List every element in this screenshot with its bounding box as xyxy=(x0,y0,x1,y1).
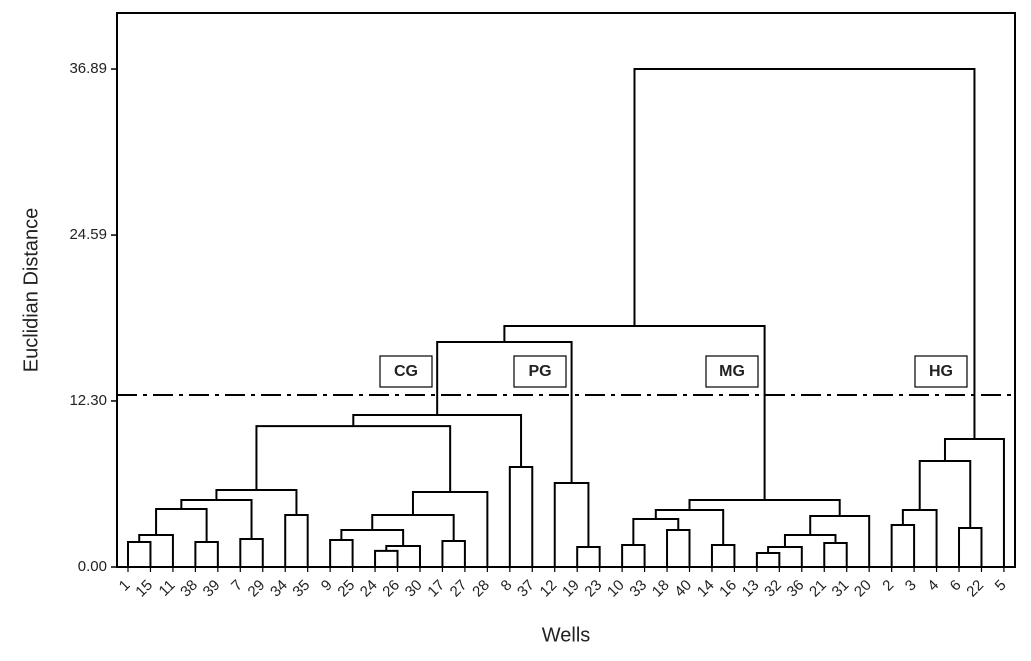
dendrogram-link xyxy=(958,526,983,567)
x-tick-label: 9 xyxy=(318,577,336,595)
y-tick-label: 24.59 xyxy=(69,226,107,243)
annotation-box xyxy=(914,355,968,388)
x-tick-label: 21 xyxy=(806,577,830,601)
x-axis-label: Wells xyxy=(542,624,591,646)
annotation-box xyxy=(513,355,567,388)
dendrogram-link xyxy=(284,514,309,567)
x-tick-label: 32 xyxy=(761,577,785,601)
x-tick-label: 34 xyxy=(267,577,291,601)
dendrogram-link xyxy=(901,509,938,567)
x-tick-label: 31 xyxy=(829,577,853,601)
x-tick-label: 3 xyxy=(902,577,920,595)
dendrogram-link xyxy=(621,543,646,567)
dendrogram-link xyxy=(710,543,736,567)
x-tick-label: 37 xyxy=(514,577,538,601)
dendrogram-link xyxy=(411,490,489,567)
dendrogram-link xyxy=(918,460,972,528)
x-tick-label: 22 xyxy=(963,577,987,601)
annotation-box xyxy=(705,355,759,388)
x-tick-label: 35 xyxy=(289,577,313,601)
dendrogram-link xyxy=(194,541,219,567)
dendrogram-link xyxy=(352,414,523,467)
x-tick-label: 2 xyxy=(879,577,897,595)
dendrogram-link xyxy=(553,482,590,567)
dendrogram-link xyxy=(503,325,766,501)
y-tick-label: 36.89 xyxy=(69,60,107,77)
x-tick-label: 17 xyxy=(424,577,448,601)
annotation: HG xyxy=(929,363,953,380)
annotation: MG xyxy=(719,363,745,380)
x-tick-label: 24 xyxy=(357,577,381,601)
annotation: PG xyxy=(528,363,551,380)
dendrogram-link xyxy=(755,551,781,567)
dendrogram-link xyxy=(633,68,976,440)
x-tick-label: 15 xyxy=(132,577,156,601)
x-tick-label: 14 xyxy=(694,577,718,601)
x-tick-label: 11 xyxy=(156,577,179,600)
dendrogram-link xyxy=(239,538,264,567)
x-tick-label: 10 xyxy=(604,577,628,601)
dendrogram-link xyxy=(783,534,837,548)
x-tick-label: 38 xyxy=(177,577,201,601)
x-tick-label: 7 xyxy=(228,577,246,595)
plot-frame xyxy=(116,12,1016,568)
dendrogram-link xyxy=(329,539,354,567)
dendrogram-link xyxy=(767,546,803,567)
x-tick-label: 33 xyxy=(626,577,650,601)
dendrogram-link xyxy=(385,544,421,567)
x-tick-label: 12 xyxy=(537,577,561,601)
x-tick-label: 19 xyxy=(559,577,583,601)
y-tick-label: 0.00 xyxy=(78,558,107,575)
x-tick-label: 20 xyxy=(851,577,875,601)
dendrogram-link xyxy=(180,499,253,540)
x-tick-label: 4 xyxy=(924,577,942,595)
dendrogram-link xyxy=(255,425,452,492)
y-axis-label: Euclidian Distance xyxy=(20,208,42,373)
x-tick-label: 39 xyxy=(200,577,224,601)
x-tick-label: 30 xyxy=(402,577,426,601)
x-tick-label: 8 xyxy=(498,577,516,595)
x-tick-label: 5 xyxy=(992,577,1010,595)
dendrogram-link xyxy=(823,541,848,567)
dendrogram-link xyxy=(576,546,601,567)
x-tick-label: 26 xyxy=(379,577,403,601)
x-tick-label: 27 xyxy=(447,577,471,601)
dendrogram-link xyxy=(371,514,455,541)
x-tick-label: 25 xyxy=(334,577,358,601)
dendrogram-link xyxy=(666,529,691,567)
annotation-box xyxy=(379,355,433,388)
dendrogram-link xyxy=(340,529,405,546)
dendrogram-link xyxy=(155,507,208,543)
x-tick-label: 16 xyxy=(716,577,740,601)
dendrogram-link xyxy=(809,514,871,567)
x-tick-label: 28 xyxy=(469,577,493,601)
x-tick-label: 23 xyxy=(581,577,605,601)
x-tick-label: 6 xyxy=(947,577,965,595)
dendrogram-link xyxy=(138,534,174,567)
x-tick-label: 40 xyxy=(671,577,695,601)
dendrogram-link xyxy=(127,541,152,567)
x-tick-label: 13 xyxy=(739,577,763,601)
dendrogram-link xyxy=(508,465,534,567)
y-tick-label: 12.30 xyxy=(69,392,107,409)
x-tick-label: 18 xyxy=(649,577,673,601)
dendrogram-link xyxy=(688,499,841,516)
dendrogram-link xyxy=(441,539,466,567)
dendrogram-link xyxy=(215,489,298,516)
dendrogram-link xyxy=(943,438,1005,567)
x-tick-label: 29 xyxy=(245,577,269,601)
x-tick-label: 36 xyxy=(784,577,808,601)
x-tick-label: 1 xyxy=(116,577,134,595)
dendrogram-link xyxy=(632,517,680,545)
annotation: CG xyxy=(394,363,418,380)
dendrogram-link xyxy=(374,549,399,567)
dendrogram-link xyxy=(890,524,916,567)
